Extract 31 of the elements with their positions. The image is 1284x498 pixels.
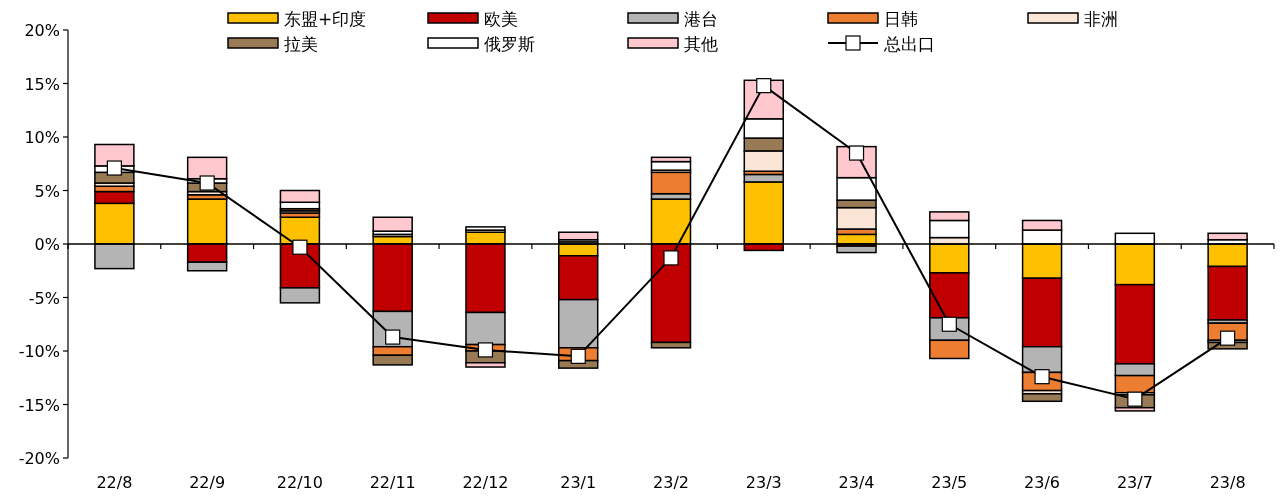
legend-label: 欧美 [484,9,518,29]
x-tick-label: 22/10 [276,473,323,492]
legend-label: 俄罗斯 [484,34,535,54]
y-tick-label: 20% [24,21,60,40]
legend-label: 拉美 [284,34,318,54]
x-tick-label: 22/12 [462,473,509,492]
x-tick-label: 23/1 [560,473,597,492]
y-tick-label: -15% [18,395,60,415]
y-tick-label: 5% [34,181,60,201]
x-tick-label: 23/8 [1209,473,1246,492]
x-tick-label: 22/8 [96,473,133,492]
y-tick-label: 15% [24,74,60,94]
legend-label: 非洲 [1084,9,1118,29]
y-tick-label: -5% [28,288,60,308]
legend-label: 总出口 [883,34,935,54]
legend-label: 港台 [684,9,718,29]
legend-label: 其他 [684,34,718,54]
y-tick-label: -10% [18,342,60,361]
x-tick-label: 23/4 [838,473,875,492]
y-tick-label: 10% [24,128,60,147]
x-tick-label: 23/6 [1024,473,1061,492]
legend-label: 东盟+印度 [284,9,367,29]
legend-label: 日韩 [884,9,918,29]
x-tick-label: 23/3 [745,473,782,492]
x-tick-label: 23/5 [931,473,968,492]
y-tick-label: 0% [34,235,60,254]
y-tick-label: -20% [18,449,60,468]
x-tick-label: 23/2 [653,473,689,492]
x-tick-label: 22/11 [369,473,416,492]
x-tick-label: 23/7 [1116,473,1153,492]
x-tick-label: 22/9 [189,473,226,492]
